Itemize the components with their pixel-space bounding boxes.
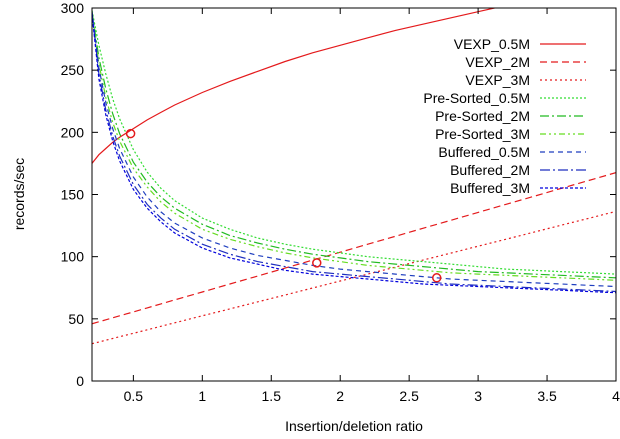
series-lines [92,8,616,345]
y-tick-label: 100 [61,249,85,265]
x-tick-label: 4 [612,388,620,404]
highlight-marker [125,128,136,139]
highlight-markers [125,128,442,283]
series-line-vexp-0-5m [92,8,498,164]
legend-label: Pre-Sorted_3M [435,126,530,142]
series-line-vexp-2m [92,172,616,325]
legend-label: Pre-Sorted_2M [435,108,530,124]
legend-label: Buffered_0.5M [438,144,530,160]
series-line-buffered-0-5m [92,11,616,288]
y-tick-label: 200 [61,124,85,140]
x-tick-label: 3 [474,388,482,404]
legend: VEXP_0.5M VEXP_2M VEXP_3M Pre-Sorted_0.5M Pr… [423,36,586,196]
legend-label: VEXP_3M [465,72,530,88]
y-tick-label: 250 [61,62,85,78]
series-line-pre-sorted-2m [92,11,616,279]
legend-label: Buffered_3M [450,180,530,196]
x-tick-label: 0.5 [124,388,144,404]
series-line-pre-sorted-0-5m [92,10,616,275]
legend-label: VEXP_0.5M [454,36,530,52]
x-tick-label: 1 [198,388,206,404]
legend-label: Buffered_2M [450,162,530,178]
x-tick-label: 1.5 [262,388,282,404]
x-axis-title: Insertion/deletion ratio [285,418,423,434]
x-axis: 0.5 1 1.5 2 2.5 3 3.5 4 [124,8,620,404]
series-line-vexp-3m [92,210,616,345]
y-tick-label: 150 [61,187,85,203]
highlight-marker [312,258,322,268]
x-tick-label: 3.5 [537,388,557,404]
legend-label: Pre-Sorted_0.5M [423,90,530,106]
y-axis-title: records/sec [11,158,27,230]
y-tick-label: 300 [61,0,85,16]
series-line-buffered-2m [92,12,616,293]
y-axis: 0 50 100 150 200 250 300 [61,0,616,389]
legend-label: VEXP_2M [465,54,530,70]
series-line-pre-sorted-3m [92,12,616,281]
y-tick-label: 50 [68,311,84,327]
plot-frame [91,7,617,382]
x-tick-label: 2 [336,388,344,404]
x-tick-label: 2.5 [399,388,419,404]
highlight-marker [431,273,442,283]
series-line-buffered-3m [92,14,616,294]
y-tick-label: 0 [76,373,84,389]
